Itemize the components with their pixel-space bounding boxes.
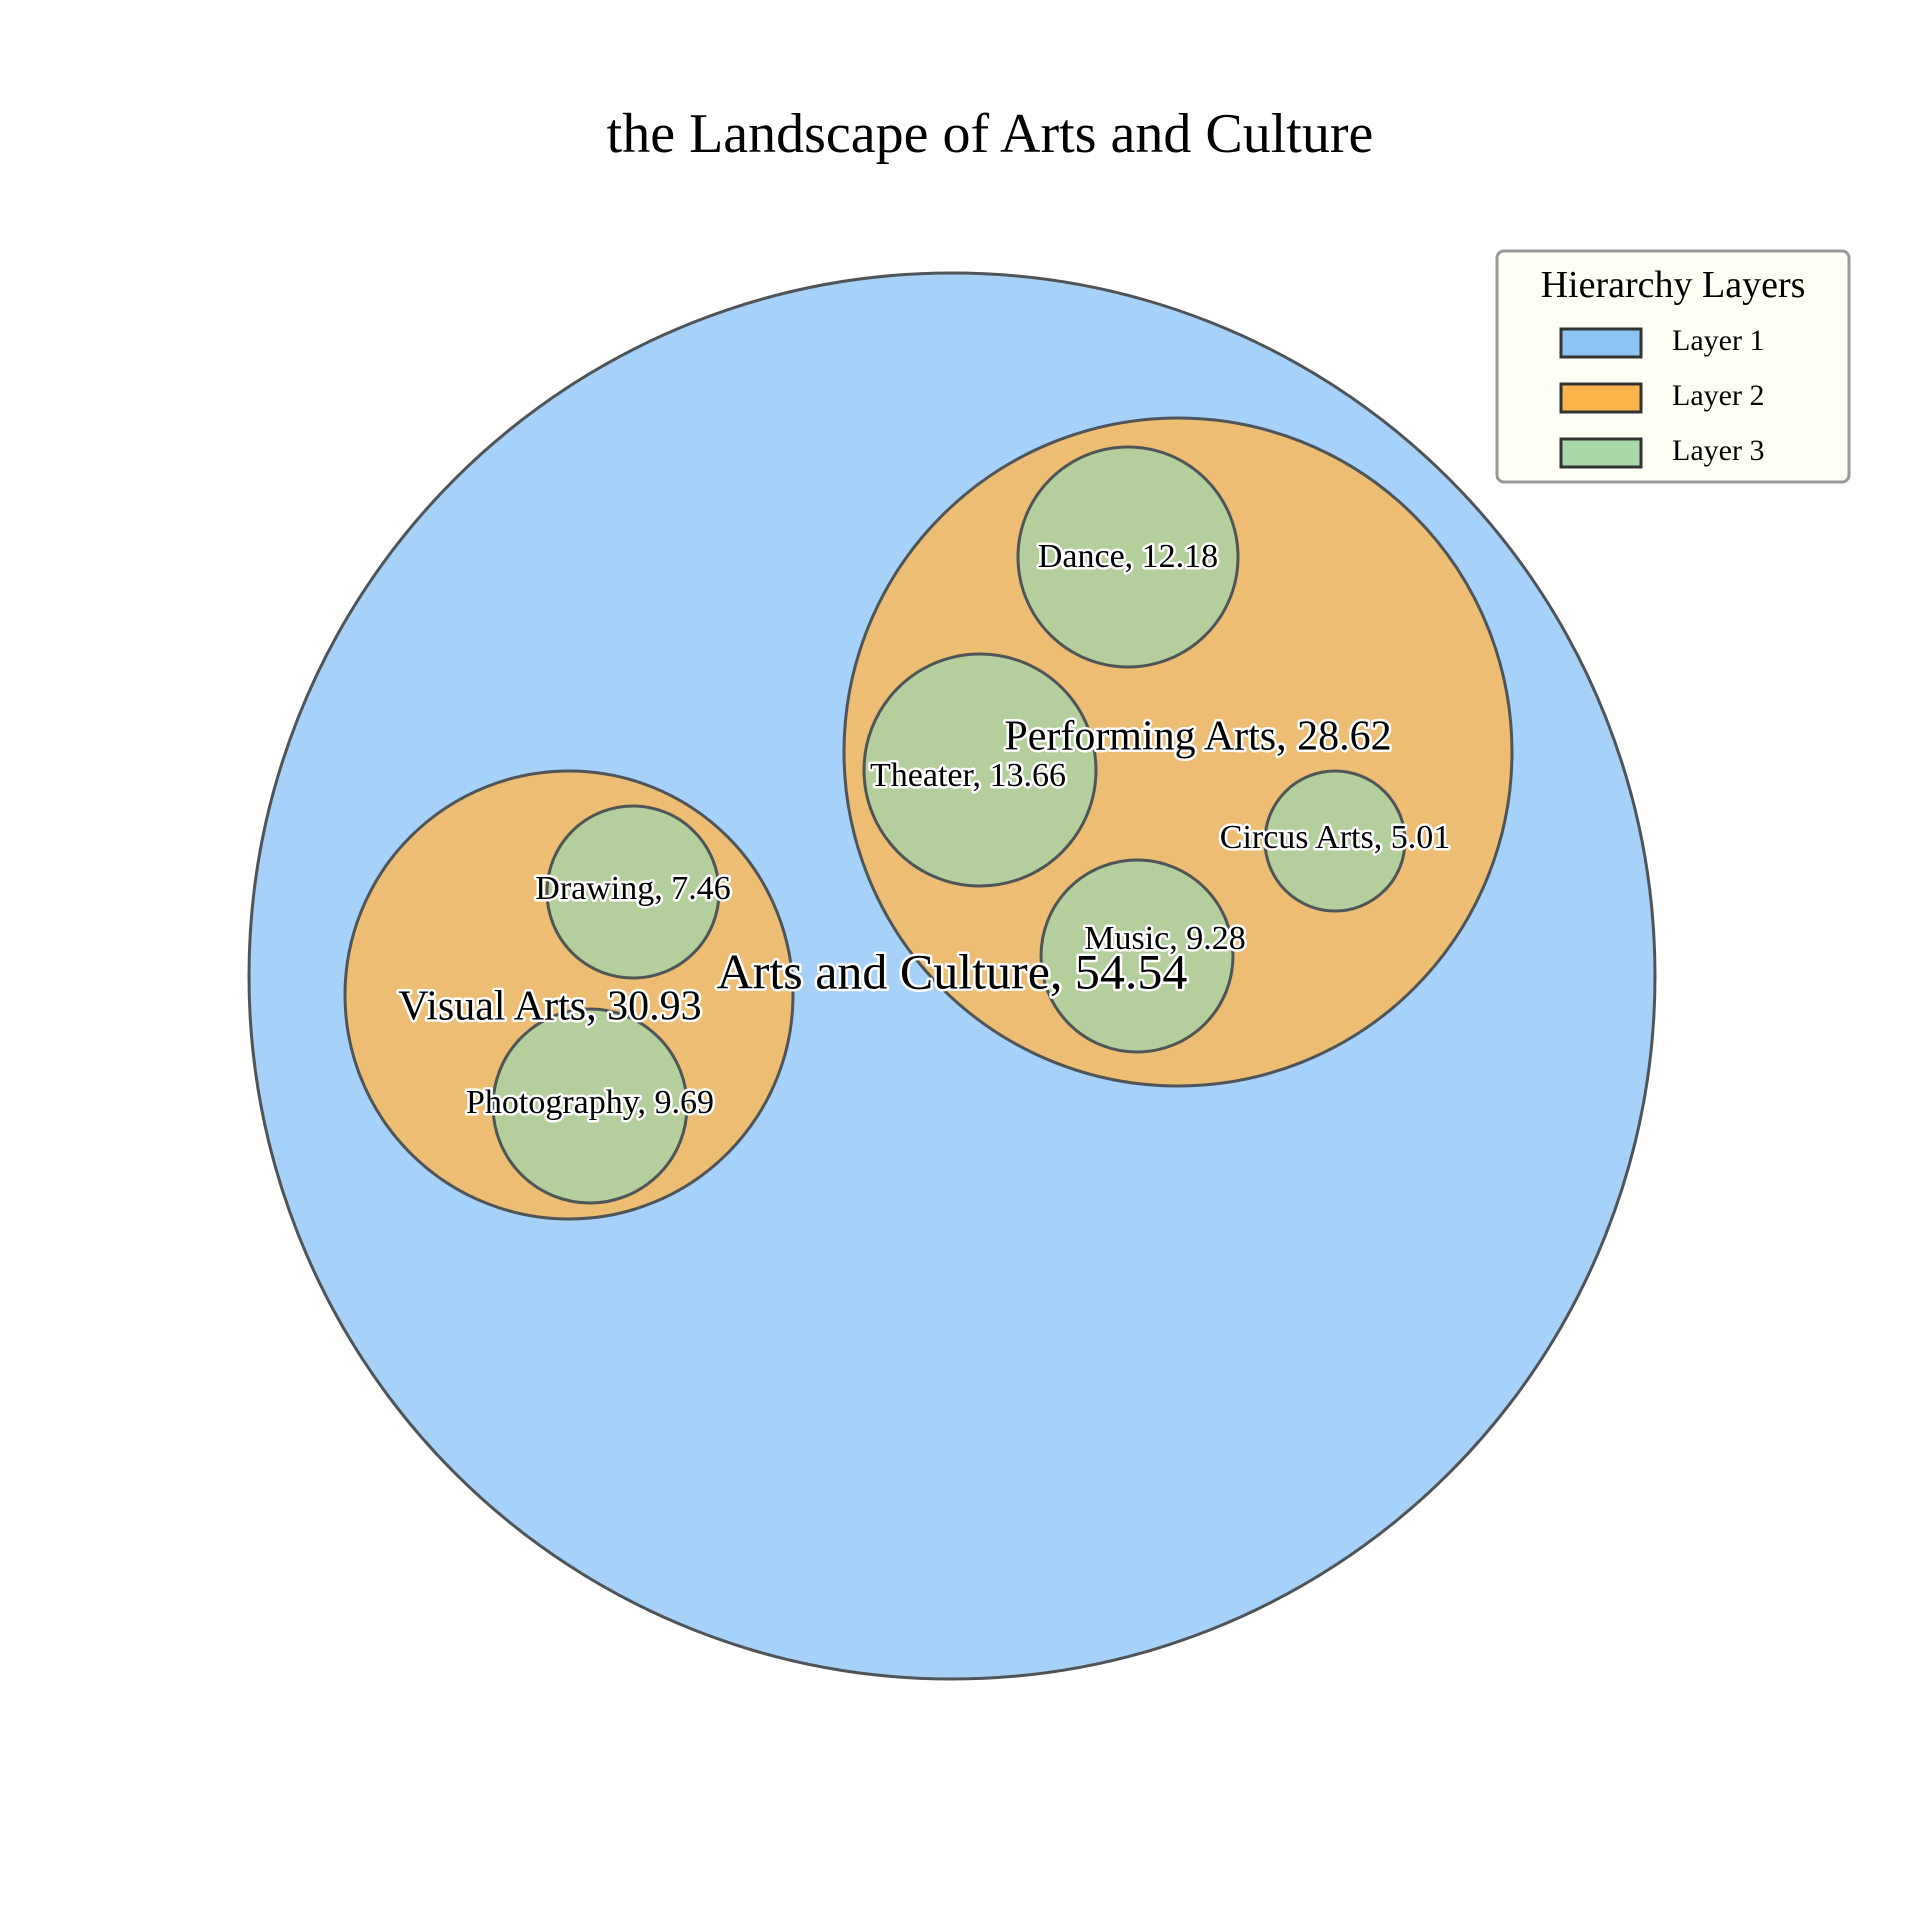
bubble-label-drawing: Drawing, 7.46 [535, 870, 730, 907]
bubble-music [1039, 858, 1235, 1054]
bubble-label-photography: Photography, 9.69 [466, 1084, 714, 1121]
legend-swatch-layer-2 [1559, 382, 1643, 414]
legend-frame [1495, 249, 1851, 484]
bubble-circus-arts [1263, 769, 1407, 913]
bubble-layer [247, 271, 1657, 1681]
legend-title: Hierarchy Layers [1541, 264, 1806, 306]
bubble-drawing [545, 804, 721, 980]
legend-label-layer-3: Layer 3 [1672, 434, 1764, 467]
legend-label-layer-2: Layer 2 [1672, 379, 1764, 412]
legend-swatch-layer-1 [1559, 327, 1643, 359]
bubble-label-theater: Theater, 13.66 [870, 757, 1066, 794]
bubble-dance [1016, 445, 1240, 669]
bubble-label-dance: Dance, 12.18 [1038, 538, 1218, 575]
bubble-label-circus-arts: Circus Arts, 5.01 [1220, 819, 1450, 856]
bubble-label-music: Music, 9.28 [1084, 920, 1246, 957]
bubble-label-visual-arts: Visual Arts, 30.93 [398, 984, 701, 1030]
bubble-label-arts-and-culture: Arts and Culture, 54.54 [717, 943, 1188, 999]
legend-swatch-layer-3 [1559, 437, 1643, 469]
bubble-theater [862, 652, 1098, 888]
bubble-label-performing-arts: Performing Arts, 28.62 [1004, 714, 1391, 760]
legend-label-layer-1: Layer 1 [1672, 324, 1764, 357]
legend-items: Layer 1 Layer 2 Layer 3 [1559, 324, 1764, 469]
bubble-photography [491, 1007, 689, 1205]
legend: Hierarchy Layers Layer 1 Layer 2 Layer 3 [1495, 249, 1851, 484]
bubble-performing-arts [842, 416, 1514, 1088]
bubble-label-layer: Arts and Culture, 54.54 Visual Arts, 30.9… [396, 535, 1453, 1123]
chart-title: the Landscape of Arts and Culture [607, 103, 1374, 165]
